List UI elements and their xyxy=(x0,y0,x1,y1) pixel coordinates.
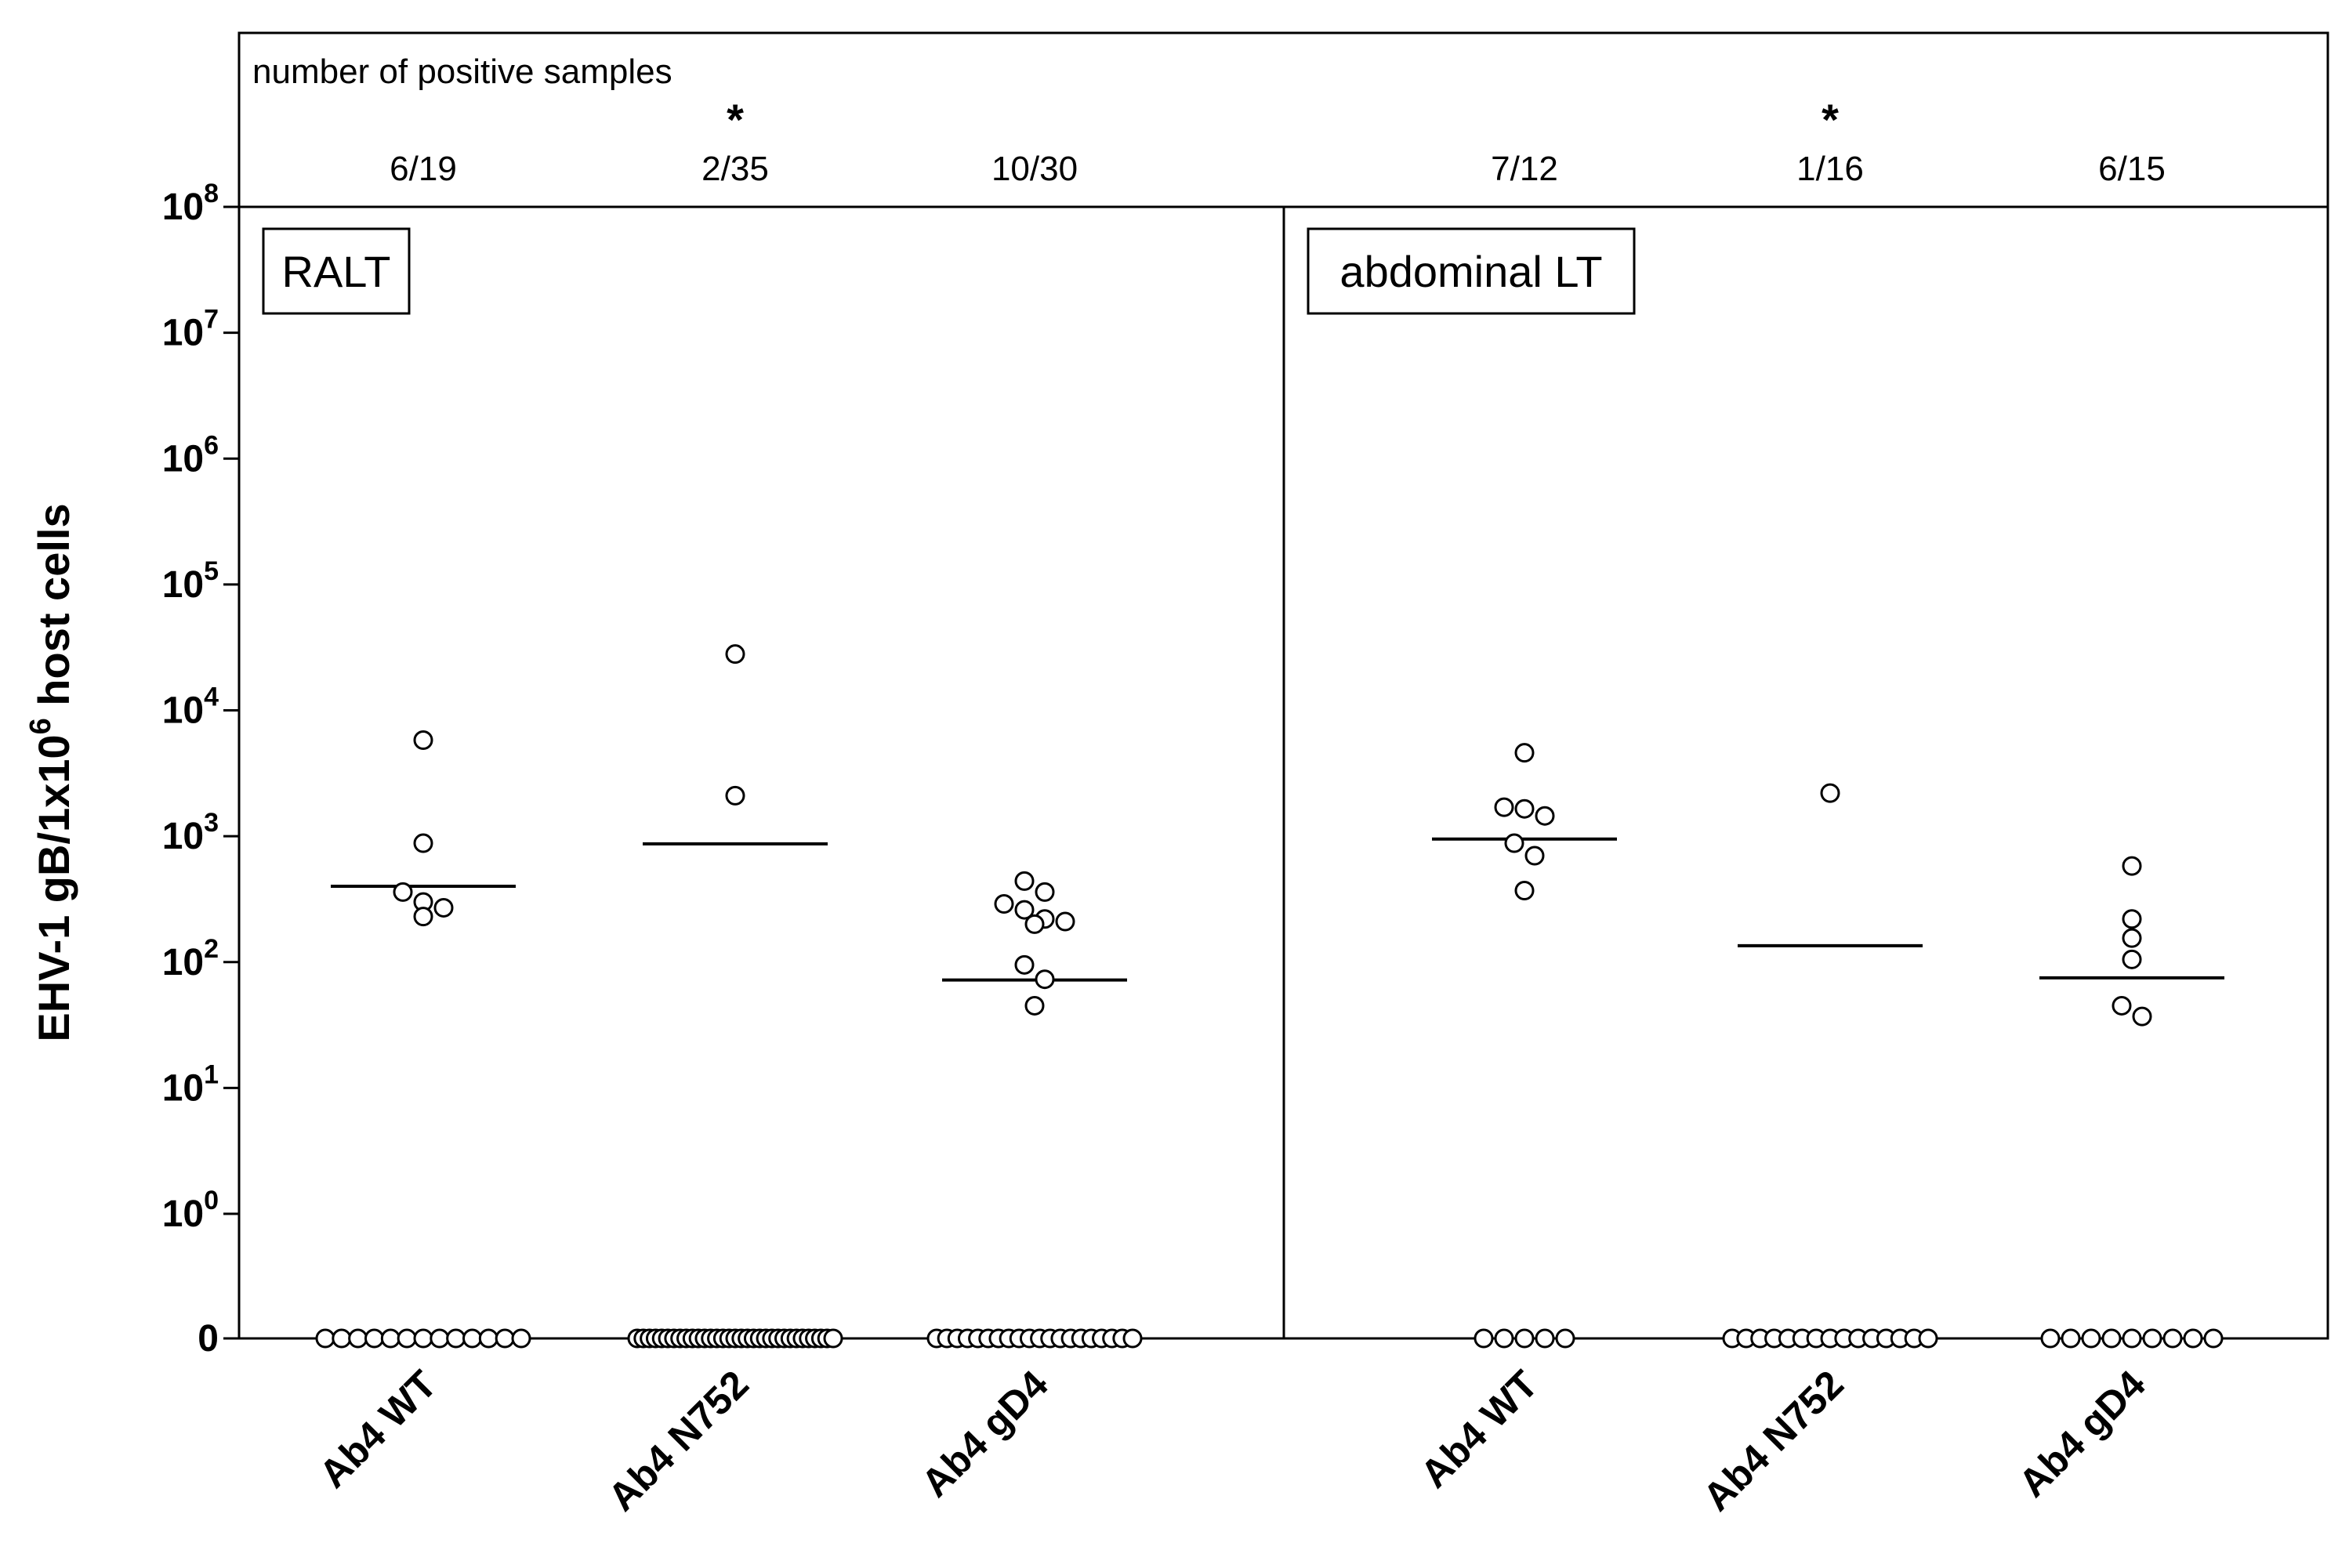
data-point xyxy=(1514,743,1535,763)
data-point xyxy=(1014,954,1035,975)
data-point xyxy=(1514,880,1535,900)
data-point-zero xyxy=(495,1328,515,1349)
data-point xyxy=(1494,797,1514,817)
data-point xyxy=(2132,1006,2152,1027)
y-tick-label: 104 xyxy=(162,683,219,732)
positive-count-label: 10/30 xyxy=(991,150,1078,188)
data-point xyxy=(1820,783,1840,803)
data-point-zero xyxy=(2162,1328,2183,1349)
data-point xyxy=(413,730,433,750)
positive-count-label: 6/15 xyxy=(2098,150,2166,188)
data-point-zero xyxy=(348,1328,368,1349)
panel-title-box-ralt xyxy=(262,227,411,315)
data-point-zero xyxy=(380,1328,401,1349)
data-point-zero xyxy=(332,1328,352,1349)
category-label: Ab4 gD4 xyxy=(913,1362,1057,1505)
category-label: Ab4 WT xyxy=(311,1362,445,1496)
positive-count-label: 7/12 xyxy=(1491,150,1558,188)
data-point xyxy=(1014,871,1035,891)
data-point xyxy=(2122,856,2142,876)
y-tick-label: 0 xyxy=(198,1318,219,1360)
data-point xyxy=(1514,798,1535,819)
y-axis: 0 100 101 102 103 104 105 106 107 108 xyxy=(162,179,239,1360)
data-point-zero xyxy=(1535,1328,1555,1349)
data-point-zero xyxy=(430,1328,450,1349)
y-tick-label: 108 xyxy=(162,179,219,228)
data-point-zero xyxy=(446,1328,466,1349)
data-point xyxy=(1035,882,1055,902)
data-point xyxy=(1014,900,1035,920)
category-label: Ab4 WT xyxy=(1412,1362,1546,1496)
y-tick-label: 101 xyxy=(162,1059,219,1109)
data-point xyxy=(2122,928,2142,948)
data-point xyxy=(1035,969,1055,990)
data-point xyxy=(1055,911,1075,932)
data-point-zero xyxy=(462,1328,482,1349)
data-point-zero xyxy=(511,1328,531,1349)
panel-title-abdominal: abdominal LT xyxy=(1339,247,1602,296)
data-point-zero xyxy=(2183,1328,2203,1349)
data-point xyxy=(1024,995,1045,1016)
data-point-zero xyxy=(2203,1328,2224,1349)
positive-count-label: 2/35 xyxy=(701,150,769,188)
y-tick-label: 100 xyxy=(162,1186,219,1235)
significance-star: * xyxy=(1822,95,1839,144)
data-point xyxy=(994,893,1014,914)
data-point xyxy=(1024,914,1045,934)
data-point-zero xyxy=(478,1328,498,1349)
data-point xyxy=(1504,833,1524,853)
data-point-zero xyxy=(2040,1328,2061,1349)
significance-star: * xyxy=(727,95,744,144)
data-point-zero xyxy=(1514,1328,1535,1349)
y-tick-label: 103 xyxy=(162,808,219,857)
data-point-zero xyxy=(2061,1328,2081,1349)
data-point xyxy=(393,882,413,902)
header-title: number of positive samples xyxy=(252,53,672,91)
data-point xyxy=(413,907,433,927)
data-point-zero xyxy=(2101,1328,2122,1349)
category-label: Ab4 N752 xyxy=(600,1362,757,1519)
positive-count-label: 1/16 xyxy=(1796,150,1864,188)
data-point xyxy=(2122,909,2142,929)
data-point-zero xyxy=(1555,1328,1575,1349)
y-tick-label: 105 xyxy=(162,556,219,606)
category-label: Ab4 gD4 xyxy=(2010,1362,2154,1505)
data-point xyxy=(2112,995,2132,1016)
data-point-zero xyxy=(1474,1328,1494,1349)
y-tick-label: 102 xyxy=(162,934,219,983)
data-point-zero xyxy=(823,1328,843,1349)
data-point-zero xyxy=(1494,1328,1514,1349)
data-point-zero xyxy=(413,1328,433,1349)
data-point xyxy=(1535,806,1555,826)
panel-title-box-abdominal xyxy=(1307,227,1636,315)
data-point-zero xyxy=(2122,1328,2142,1349)
y-axis-label: EHV-1 gB/1x106 host cells xyxy=(24,503,78,1041)
data-point-zero xyxy=(2142,1328,2162,1349)
data-point xyxy=(725,785,745,806)
positive-count-label: 6/19 xyxy=(390,150,457,188)
data-point xyxy=(725,644,745,664)
data-marks: 6/19 Ab4 WT 2/35 * Ab4 N752 10/30 Ab4 gD4 7/12 A… xyxy=(311,95,2224,1519)
y-tick-label: 106 xyxy=(162,430,219,480)
data-point xyxy=(2122,949,2142,969)
category-label: Ab4 N752 xyxy=(1695,1362,1852,1519)
data-point xyxy=(433,897,454,918)
data-point xyxy=(413,833,433,853)
data-point-zero xyxy=(1918,1328,1938,1349)
data-point-zero xyxy=(315,1328,335,1349)
y-tick-label: 107 xyxy=(162,305,219,354)
data-point-zero xyxy=(397,1328,417,1349)
data-point-zero xyxy=(2081,1328,2101,1349)
data-point xyxy=(1524,846,1545,866)
data-point-zero xyxy=(364,1328,384,1349)
data-point-zero xyxy=(1122,1328,1143,1349)
panel-title-ralt: RALT xyxy=(282,247,391,296)
